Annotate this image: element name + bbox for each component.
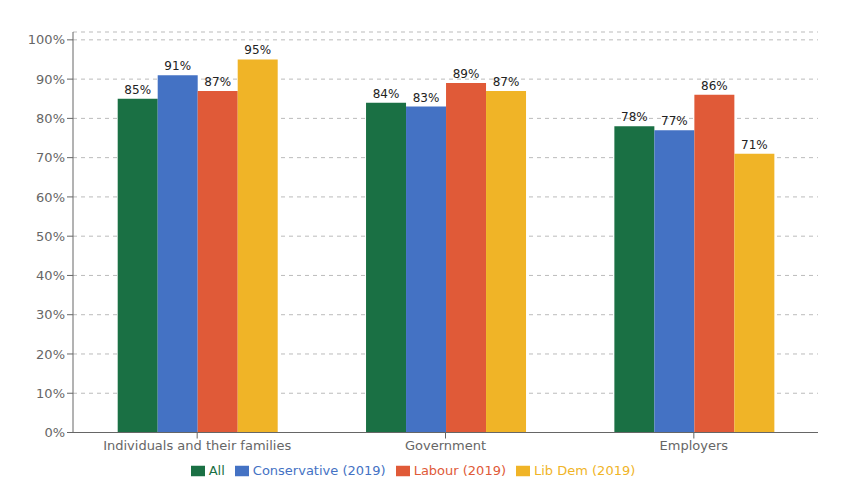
svg-text:84%: 84% <box>373 87 400 101</box>
svg-text:71%: 71% <box>741 138 768 152</box>
svg-text:70%: 70% <box>36 150 65 165</box>
svg-text:85%: 85% <box>124 83 151 97</box>
svg-text:100%: 100% <box>28 32 65 47</box>
svg-text:20%: 20% <box>36 347 65 362</box>
svg-text:60%: 60% <box>36 190 65 205</box>
html-text:Labour (2019): Labour (2019) <box>413 462 506 478</box>
html-text:Lib Dem (2019): Lib Dem (2019) <box>534 462 636 478</box>
svg-text:77%: 77% <box>661 114 688 128</box>
svg-text:95%: 95% <box>244 43 271 57</box>
svg-text:80%: 80% <box>36 111 65 126</box>
svg-text:83%: 83% <box>413 91 440 105</box>
svg-text:Employers: Employers <box>660 438 729 453</box>
svg-text:78%: 78% <box>621 110 648 124</box>
svg-text:90%: 90% <box>36 72 65 87</box>
svg-text:89%: 89% <box>453 67 480 81</box>
html-text:Conservative (2019): Conservative (2019) <box>252 462 386 478</box>
html-text:All: All <box>208 462 225 478</box>
svg-text:10%: 10% <box>36 386 65 401</box>
svg-text:30%: 30% <box>36 307 65 322</box>
svg-text:86%: 86% <box>701 79 728 93</box>
svg-text:40%: 40% <box>36 268 65 283</box>
svg-text:0%: 0% <box>44 425 65 440</box>
svg-text:91%: 91% <box>164 59 191 73</box>
svg-text:Individuals and their families: Individuals and their families <box>103 438 291 453</box>
svg-text:50%: 50% <box>36 229 65 244</box>
svg-text:87%: 87% <box>493 75 520 89</box>
svg-text:Government: Government <box>405 438 486 453</box>
svg-text:87%: 87% <box>204 75 231 89</box>
